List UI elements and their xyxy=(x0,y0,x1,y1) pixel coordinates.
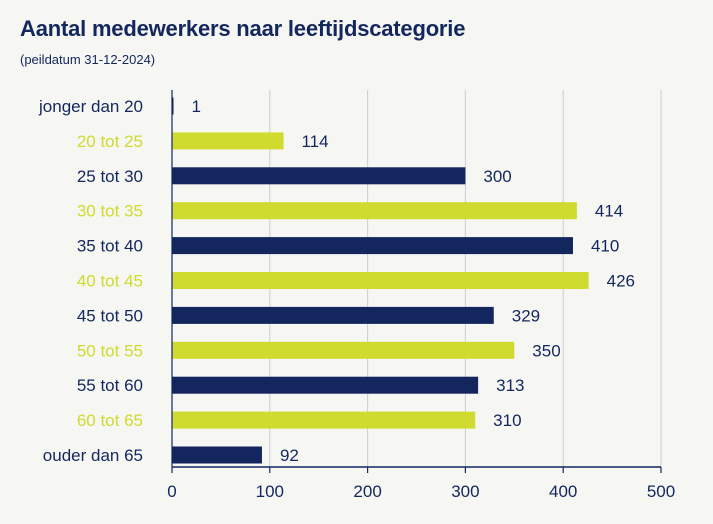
value-label: 410 xyxy=(591,237,619,256)
bar xyxy=(172,202,577,220)
category-label: ouder dan 65 xyxy=(43,446,143,465)
bar xyxy=(172,446,262,464)
bar xyxy=(172,341,515,359)
value-label: 329 xyxy=(512,306,540,325)
category-label: 30 tot 35 xyxy=(77,202,143,221)
bar xyxy=(172,237,573,255)
category-label: 50 tot 55 xyxy=(77,341,143,360)
category-label: jonger dan 20 xyxy=(38,97,143,116)
bar xyxy=(172,167,466,185)
bar xyxy=(172,132,284,150)
bar xyxy=(172,411,476,429)
value-label: 114 xyxy=(301,132,328,151)
value-label: 300 xyxy=(483,167,511,186)
category-label: 55 tot 60 xyxy=(77,376,143,395)
value-labels: 1 114 300 414 410 426 329 350 313 310 92 xyxy=(192,97,636,465)
x-tick-label: 500 xyxy=(647,482,675,501)
bar xyxy=(172,97,174,115)
x-axis: 0 100 200 300 400 500 xyxy=(167,90,675,501)
value-label: 1 xyxy=(192,97,201,116)
x-tick-label: 400 xyxy=(549,482,577,501)
value-label: 92 xyxy=(280,446,299,465)
value-label: 426 xyxy=(607,272,635,291)
value-label: 310 xyxy=(493,411,521,430)
x-tick-label: 300 xyxy=(451,482,479,501)
category-label: 40 tot 45 xyxy=(77,272,143,291)
bar xyxy=(172,272,589,289)
category-label: 45 tot 50 xyxy=(77,306,143,325)
value-label: 414 xyxy=(595,202,623,221)
bars xyxy=(172,97,589,464)
category-label: 25 tot 30 xyxy=(77,167,143,186)
value-label: 350 xyxy=(532,341,560,360)
chart-title: Aantal medewerkers naar leeftijdscategor… xyxy=(20,16,466,41)
category-labels: jonger dan 20 20 tot 25 25 tot 30 30 tot 35… xyxy=(38,97,143,465)
category-label: 20 tot 25 xyxy=(77,132,143,151)
x-tick-label: 100 xyxy=(256,482,284,501)
chart-subtitle: (peildatum 31-12-2024) xyxy=(20,52,156,67)
category-label: 60 tot 65 xyxy=(77,411,143,430)
bar xyxy=(172,306,494,324)
value-label: 313 xyxy=(496,376,524,395)
category-label: 35 tot 40 xyxy=(77,237,143,256)
bar xyxy=(172,376,479,394)
x-tick-label: 0 xyxy=(167,482,176,501)
x-tick-label: 200 xyxy=(353,482,381,501)
